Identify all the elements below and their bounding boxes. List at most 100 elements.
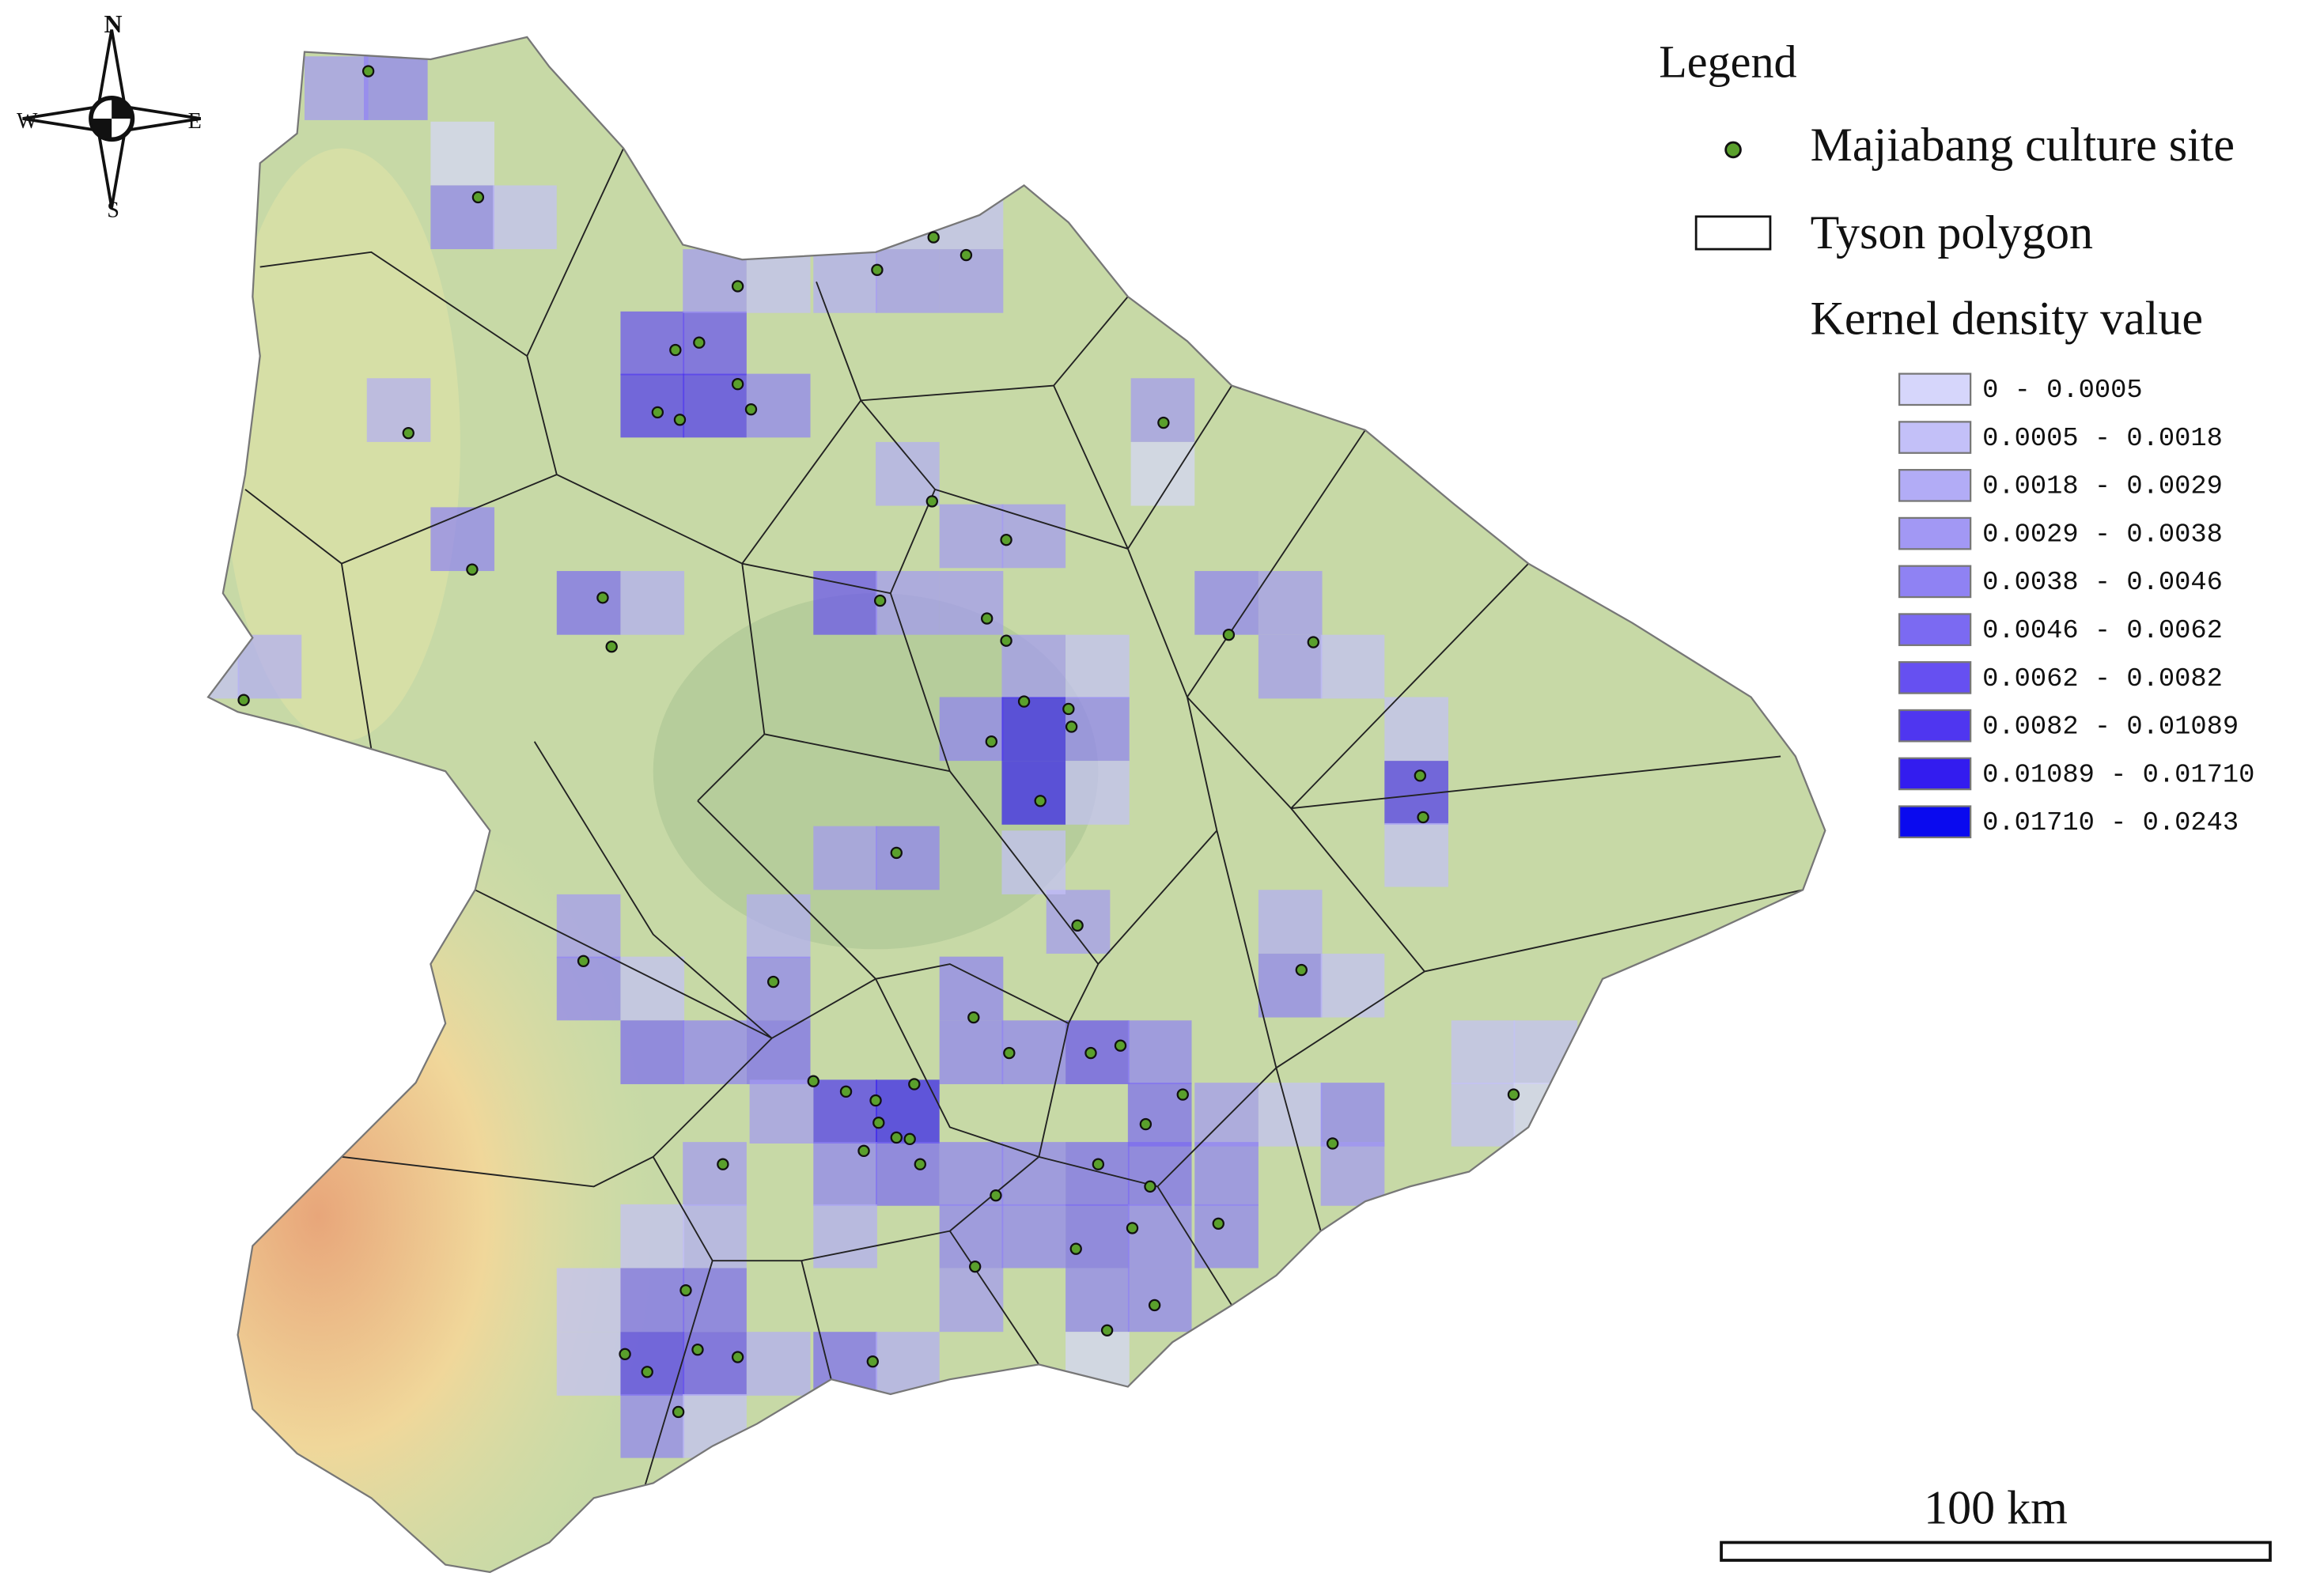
site bbox=[1212, 1217, 1224, 1230]
site bbox=[871, 263, 884, 277]
site bbox=[669, 343, 682, 357]
density-cell bbox=[1320, 1083, 1385, 1147]
site bbox=[1295, 963, 1308, 977]
density-cell bbox=[876, 1332, 940, 1396]
density-cell bbox=[683, 1204, 747, 1268]
site bbox=[237, 694, 250, 706]
density-cell bbox=[366, 378, 431, 442]
land bbox=[208, 36, 1826, 1572]
density-cell bbox=[876, 571, 940, 635]
site bbox=[679, 1283, 692, 1297]
density-cell bbox=[939, 504, 1004, 569]
density-cell bbox=[1127, 1142, 1192, 1206]
scale-bar: 100 km bbox=[1720, 1482, 2272, 1562]
site bbox=[908, 1078, 921, 1091]
density-title: Kernel density value bbox=[1811, 293, 2204, 345]
site bbox=[866, 1355, 879, 1368]
density-cell bbox=[493, 185, 557, 250]
site bbox=[1307, 636, 1319, 648]
site bbox=[869, 1094, 882, 1107]
site bbox=[960, 248, 973, 262]
site bbox=[1062, 702, 1075, 716]
density-cell bbox=[1065, 1020, 1130, 1084]
site bbox=[1326, 1137, 1339, 1150]
density-label: 0.0018 - 0.0029 bbox=[1982, 472, 2223, 502]
density-cell bbox=[620, 571, 685, 635]
density-label: 0.01089 - 0.01710 bbox=[1982, 760, 2254, 790]
density-cell bbox=[813, 571, 877, 635]
site bbox=[1069, 1242, 1082, 1255]
site bbox=[766, 975, 780, 989]
density-cell bbox=[1127, 1268, 1192, 1333]
density-cell bbox=[1065, 761, 1130, 825]
density-cell bbox=[620, 1020, 685, 1084]
density-cell bbox=[1065, 1332, 1130, 1396]
site bbox=[744, 403, 758, 416]
legend-item: Majiabang culture site bbox=[1811, 119, 2235, 171]
density-cell bbox=[749, 1079, 814, 1144]
site bbox=[596, 592, 609, 604]
site bbox=[914, 1158, 926, 1170]
site bbox=[466, 563, 479, 576]
density-cell bbox=[683, 1142, 747, 1206]
density-cell bbox=[876, 1142, 940, 1206]
site bbox=[361, 65, 375, 77]
density-cell bbox=[746, 373, 811, 438]
site bbox=[1071, 919, 1084, 932]
site bbox=[402, 426, 414, 440]
density-cell bbox=[1001, 504, 1066, 569]
site bbox=[872, 1117, 885, 1129]
density-cell bbox=[1127, 1204, 1192, 1268]
site bbox=[981, 612, 994, 625]
density-cell bbox=[746, 894, 811, 958]
site bbox=[839, 1085, 853, 1098]
site bbox=[1157, 416, 1170, 429]
density-cell bbox=[430, 185, 495, 250]
site bbox=[641, 1366, 653, 1378]
site bbox=[651, 406, 664, 419]
density-label: 0.0029 - 0.0038 bbox=[1982, 520, 2223, 550]
site bbox=[1139, 1117, 1153, 1131]
site bbox=[969, 1260, 982, 1273]
density-cell bbox=[1065, 634, 1130, 699]
site bbox=[731, 1351, 744, 1363]
density-cell bbox=[1320, 1142, 1385, 1206]
site bbox=[1092, 1158, 1105, 1170]
site bbox=[619, 1348, 631, 1360]
density-cell bbox=[620, 1268, 685, 1333]
density-cell bbox=[1451, 1020, 1516, 1084]
density-cell bbox=[620, 311, 685, 376]
site bbox=[1003, 1046, 1016, 1060]
legend: Legend Majiabang culture site Tyson poly… bbox=[1659, 36, 2254, 838]
site bbox=[1176, 1088, 1189, 1101]
site bbox=[990, 1189, 1002, 1202]
site bbox=[1065, 720, 1078, 733]
density-cell bbox=[813, 249, 877, 313]
density-swatch bbox=[1898, 757, 1972, 791]
legend-title: Legend bbox=[1659, 36, 1796, 88]
density-cell bbox=[683, 1268, 747, 1333]
density-cell bbox=[1065, 1142, 1130, 1206]
density-cell bbox=[1194, 571, 1259, 635]
density-cell bbox=[1451, 1083, 1516, 1147]
site bbox=[1126, 1222, 1139, 1234]
site bbox=[890, 846, 903, 860]
density-cell bbox=[1001, 761, 1066, 825]
density-cell bbox=[683, 1020, 747, 1084]
density-cell bbox=[876, 826, 940, 890]
density-cell bbox=[746, 1332, 811, 1396]
density-cell bbox=[876, 249, 940, 313]
density-cell bbox=[556, 894, 621, 958]
site bbox=[1144, 1180, 1156, 1193]
density-label: 0 - 0.0005 bbox=[1982, 376, 2143, 406]
density-cell bbox=[813, 826, 877, 890]
compass-west: W bbox=[17, 109, 38, 134]
density-cell bbox=[556, 956, 621, 1021]
density-cell bbox=[620, 1204, 685, 1268]
legend-item: Tyson polygon bbox=[1811, 206, 2093, 259]
density-label: 0.0046 - 0.0062 bbox=[1982, 616, 2223, 646]
density-cell bbox=[939, 956, 1004, 1021]
density-cell bbox=[876, 1079, 940, 1144]
site bbox=[731, 280, 744, 293]
